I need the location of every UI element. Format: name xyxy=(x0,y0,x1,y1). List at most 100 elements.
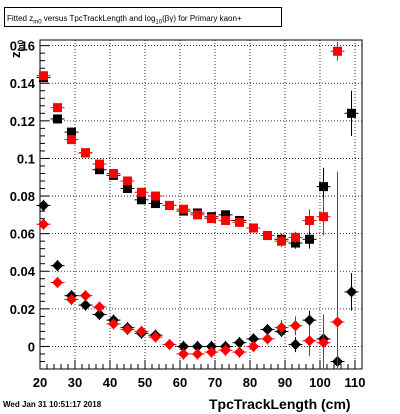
y-tick-label: 0.12 xyxy=(10,114,35,129)
x-tick-label: 50 xyxy=(138,375,152,390)
data-point-square xyxy=(305,234,314,244)
data-point-diamond xyxy=(94,301,105,313)
data-point-diamond xyxy=(220,344,231,356)
data-point-square xyxy=(347,108,356,118)
y-tick-label: 0.14 xyxy=(10,76,36,91)
data-point-diamond xyxy=(52,277,63,289)
data-point-square xyxy=(305,215,314,225)
x-tick-label: 40 xyxy=(103,375,117,390)
data-point-diamond xyxy=(262,333,273,345)
data-point-diamond xyxy=(262,324,273,336)
data-point-square xyxy=(319,182,328,192)
y-axis-label-main: z xyxy=(8,51,23,59)
data-point-diamond xyxy=(122,324,133,336)
data-point-square xyxy=(123,184,132,194)
y-tick-label: 0.06 xyxy=(10,227,35,242)
data-point-square xyxy=(109,168,118,178)
data-point-square xyxy=(95,165,104,175)
chart-title: Fitted zm0 versus TpcTrackLength and log… xyxy=(7,14,242,26)
data-point-square xyxy=(67,135,76,145)
data-point-diamond xyxy=(178,340,189,352)
data-point-square xyxy=(123,176,132,186)
data-point-diamond xyxy=(136,325,147,337)
y-axis-label-subscript: m0 xyxy=(16,39,26,52)
data-point-diamond xyxy=(318,337,329,349)
x-tick-label: 70 xyxy=(208,375,222,390)
data-point-diamond xyxy=(150,331,161,343)
title-suffix: (βγ) for Primary kaon+ xyxy=(162,14,242,23)
title-log-subscript: 10 xyxy=(155,19,163,26)
y-tick-label: 0 xyxy=(28,339,35,354)
data-point-square xyxy=(137,195,146,205)
data-point-diamond xyxy=(38,218,49,230)
y-tick-label: 0.1 xyxy=(17,151,35,166)
data-point-diamond xyxy=(178,348,189,360)
data-point-square xyxy=(137,187,146,197)
data-point-diamond xyxy=(304,335,315,347)
data-point-square xyxy=(263,231,272,241)
data-point-diamond xyxy=(290,339,301,351)
data-point-square xyxy=(151,191,160,201)
title-z-subscript: m0 xyxy=(33,19,42,26)
grid xyxy=(40,40,362,369)
title-middle: versus TpcTrackLength and log xyxy=(41,14,156,23)
x-tick-label: 60 xyxy=(173,375,187,390)
data-point-square xyxy=(221,210,230,220)
data-point-diamond xyxy=(346,286,357,298)
title-box xyxy=(4,7,282,27)
data-point-square xyxy=(81,148,90,158)
data-markers xyxy=(36,41,359,369)
axis-ticks: 20 30 40 50 60 70 80 90 100 110 0 0.02 0.04 0.06 0.08 0… xyxy=(10,39,366,390)
title-prefix: Fitted z xyxy=(7,14,34,23)
data-point-diamond xyxy=(276,322,287,334)
data-point-diamond xyxy=(248,340,259,352)
data-point-diamond xyxy=(192,340,203,352)
x-tick-label: 100 xyxy=(309,375,331,390)
data-point-diamond xyxy=(38,199,49,211)
data-point-square xyxy=(235,217,244,227)
y-tick-label: 0.16 xyxy=(10,39,35,54)
data-point-square xyxy=(249,223,258,233)
y-tick-label: 0.02 xyxy=(10,302,35,317)
y-axis-label: zm0 xyxy=(8,40,26,58)
data-point-square xyxy=(39,71,48,81)
data-point-diamond xyxy=(108,318,119,330)
data-point-square xyxy=(179,204,188,214)
data-point-diamond xyxy=(304,314,315,326)
x-axis-label: TpcTrackLength (cm) xyxy=(209,396,351,412)
data-point-square xyxy=(53,103,62,113)
data-point-diamond xyxy=(192,348,203,360)
x-tick-label: 110 xyxy=(345,375,366,390)
x-tick-label: 30 xyxy=(68,375,82,390)
x-tick-label: 90 xyxy=(278,375,292,390)
footer-date: Wed Jan 31 10:51:17 2018 xyxy=(3,400,102,409)
data-point-square xyxy=(333,46,342,56)
data-point-diamond xyxy=(248,333,259,345)
data-point-diamond xyxy=(234,346,245,358)
x-tick-label: 20 xyxy=(33,375,47,390)
data-point-diamond xyxy=(52,260,63,272)
data-point-square xyxy=(291,232,300,242)
data-point-square xyxy=(193,210,202,220)
data-point-diamond xyxy=(66,293,77,305)
data-point-square xyxy=(277,236,286,246)
data-point-square xyxy=(207,214,216,224)
x-tick-label: 80 xyxy=(243,375,257,390)
data-point-square xyxy=(319,212,328,222)
y-tick-label: 0.04 xyxy=(10,264,36,279)
data-point-square xyxy=(53,114,62,124)
data-point-square xyxy=(221,215,230,225)
data-point-diamond xyxy=(332,316,343,328)
data-point-square xyxy=(95,159,104,169)
data-point-square xyxy=(165,200,174,210)
y-tick-label: 0.08 xyxy=(10,189,35,204)
data-point-diamond xyxy=(80,290,91,302)
data-point-diamond xyxy=(80,299,91,311)
data-point-diamond xyxy=(290,320,301,332)
data-point-square xyxy=(151,199,160,209)
data-point-square xyxy=(67,127,76,137)
data-point-diamond xyxy=(206,346,217,358)
data-point-diamond xyxy=(94,308,105,320)
data-point-diamond xyxy=(234,337,245,349)
